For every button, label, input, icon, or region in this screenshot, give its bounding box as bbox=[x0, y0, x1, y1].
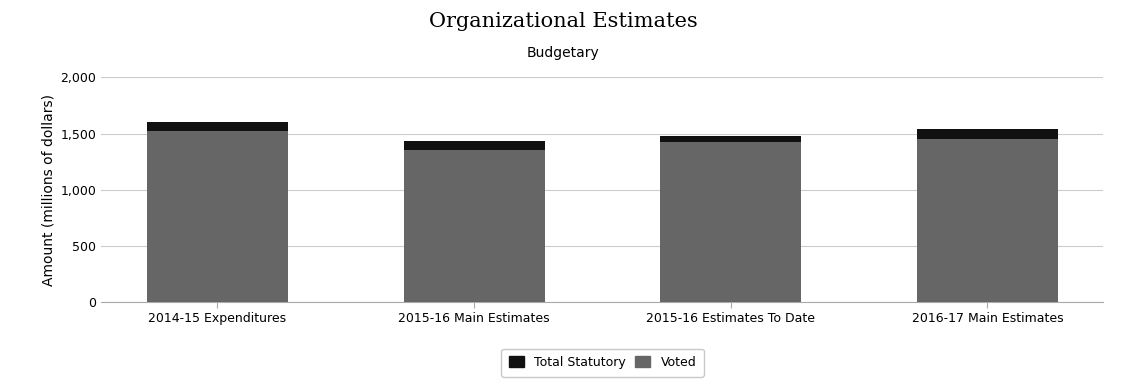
Bar bbox=[146, 122, 288, 131]
Text: Organizational Estimates: Organizational Estimates bbox=[429, 12, 697, 31]
Y-axis label: Amount (millions of dollars): Amount (millions of dollars) bbox=[41, 94, 55, 286]
Legend: Total Statutory, Voted: Total Statutory, Voted bbox=[501, 349, 704, 377]
Bar bbox=[917, 129, 1058, 139]
Bar bbox=[660, 142, 802, 302]
Bar bbox=[403, 141, 545, 150]
Bar bbox=[917, 139, 1058, 302]
Bar bbox=[403, 150, 545, 302]
Text: Budgetary: Budgetary bbox=[527, 46, 599, 60]
Bar bbox=[146, 131, 288, 302]
Bar bbox=[660, 136, 802, 142]
